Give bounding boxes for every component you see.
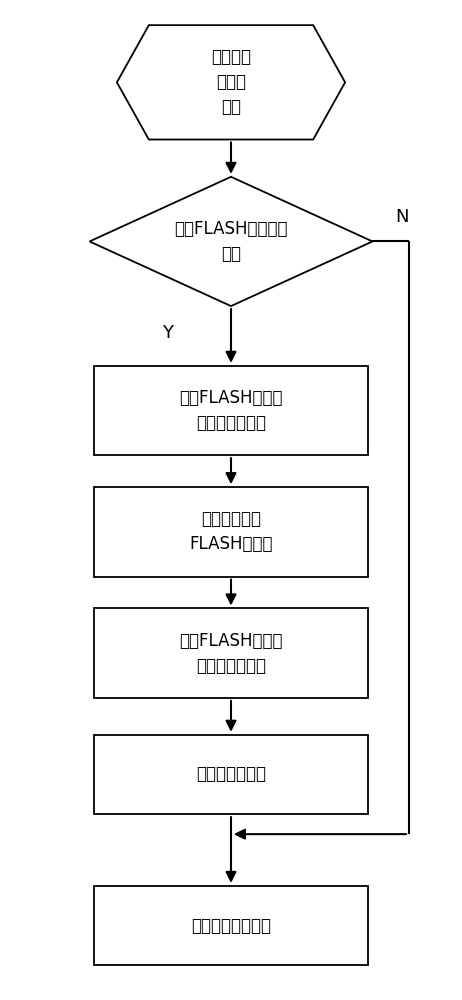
- Text: 导航信息
处理器
上电: 导航信息 处理器 上电: [211, 48, 251, 116]
- Text: 导航计算机复位: 导航计算机复位: [196, 765, 266, 783]
- Text: Y: Y: [162, 324, 173, 342]
- Text: N: N: [395, 208, 409, 226]
- Text: 接收待固化至
FLASH的程序: 接收待固化至 FLASH的程序: [189, 510, 273, 553]
- Bar: [94, 366, 368, 455]
- Bar: [94, 735, 368, 814]
- Bar: [94, 487, 368, 577]
- Text: 擦除FLASH，并发
送擦除完毕信号: 擦除FLASH，并发 送擦除完毕信号: [179, 389, 283, 432]
- Polygon shape: [117, 25, 345, 140]
- Bar: [94, 886, 368, 965]
- Text: 固化FLASH命令是否
有效: 固化FLASH命令是否 有效: [174, 220, 288, 263]
- Bar: [94, 608, 368, 698]
- Text: 烧写FLASH，并发
送烧写完毕信号: 烧写FLASH，并发 送烧写完毕信号: [179, 632, 283, 675]
- Polygon shape: [90, 177, 372, 306]
- Text: 导航计算机初始化: 导航计算机初始化: [191, 917, 271, 935]
